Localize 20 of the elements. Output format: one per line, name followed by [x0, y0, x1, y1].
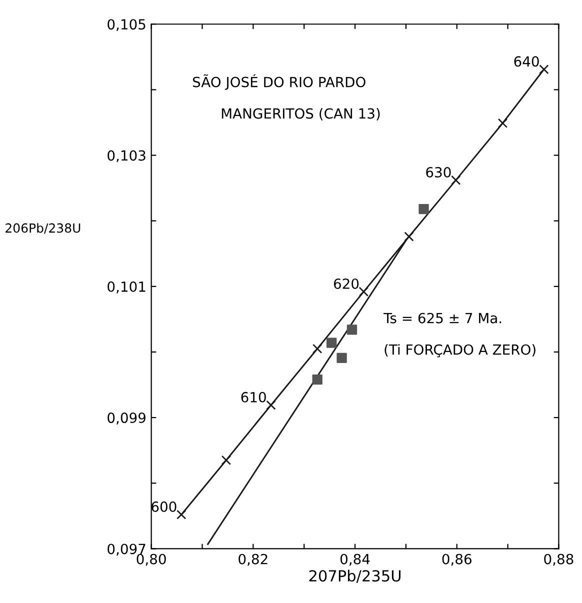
annotation: (Ti FORÇADO A ZERO) — [384, 344, 536, 358]
x-tick-label: 0,84 — [340, 554, 370, 566]
annotation: Ts = 625 ± 7 Ma. — [383, 312, 502, 324]
annotation: SÃO JOSÉ DO RIO PARDO — [192, 74, 366, 90]
annotation: 610 — [241, 392, 266, 402]
annotation: 620 — [334, 278, 359, 289]
y-tick-label: 0,099 — [108, 412, 146, 424]
annotation: MANGERITOS (CAN 13) — [222, 108, 380, 120]
annotation: 640 — [514, 56, 539, 67]
y-tick-label: 0,097 — [108, 544, 146, 556]
y-axis-title: 206Pb/238U — [6, 223, 80, 234]
x-tick-label: 0,86 — [442, 554, 472, 566]
x-axis-title: 207Pb/235U — [309, 570, 400, 583]
y-tick-label: 0,105 — [108, 19, 146, 32]
x-tick-label: 0,88 — [544, 554, 574, 566]
x-tick-label: 0,80 — [136, 554, 166, 566]
annotation: 630 — [426, 166, 451, 178]
y-tick-label: 0,103 — [108, 150, 146, 162]
x-tick-label: 0,82 — [238, 554, 268, 566]
y-tick-label: 0,101 — [108, 281, 146, 294]
